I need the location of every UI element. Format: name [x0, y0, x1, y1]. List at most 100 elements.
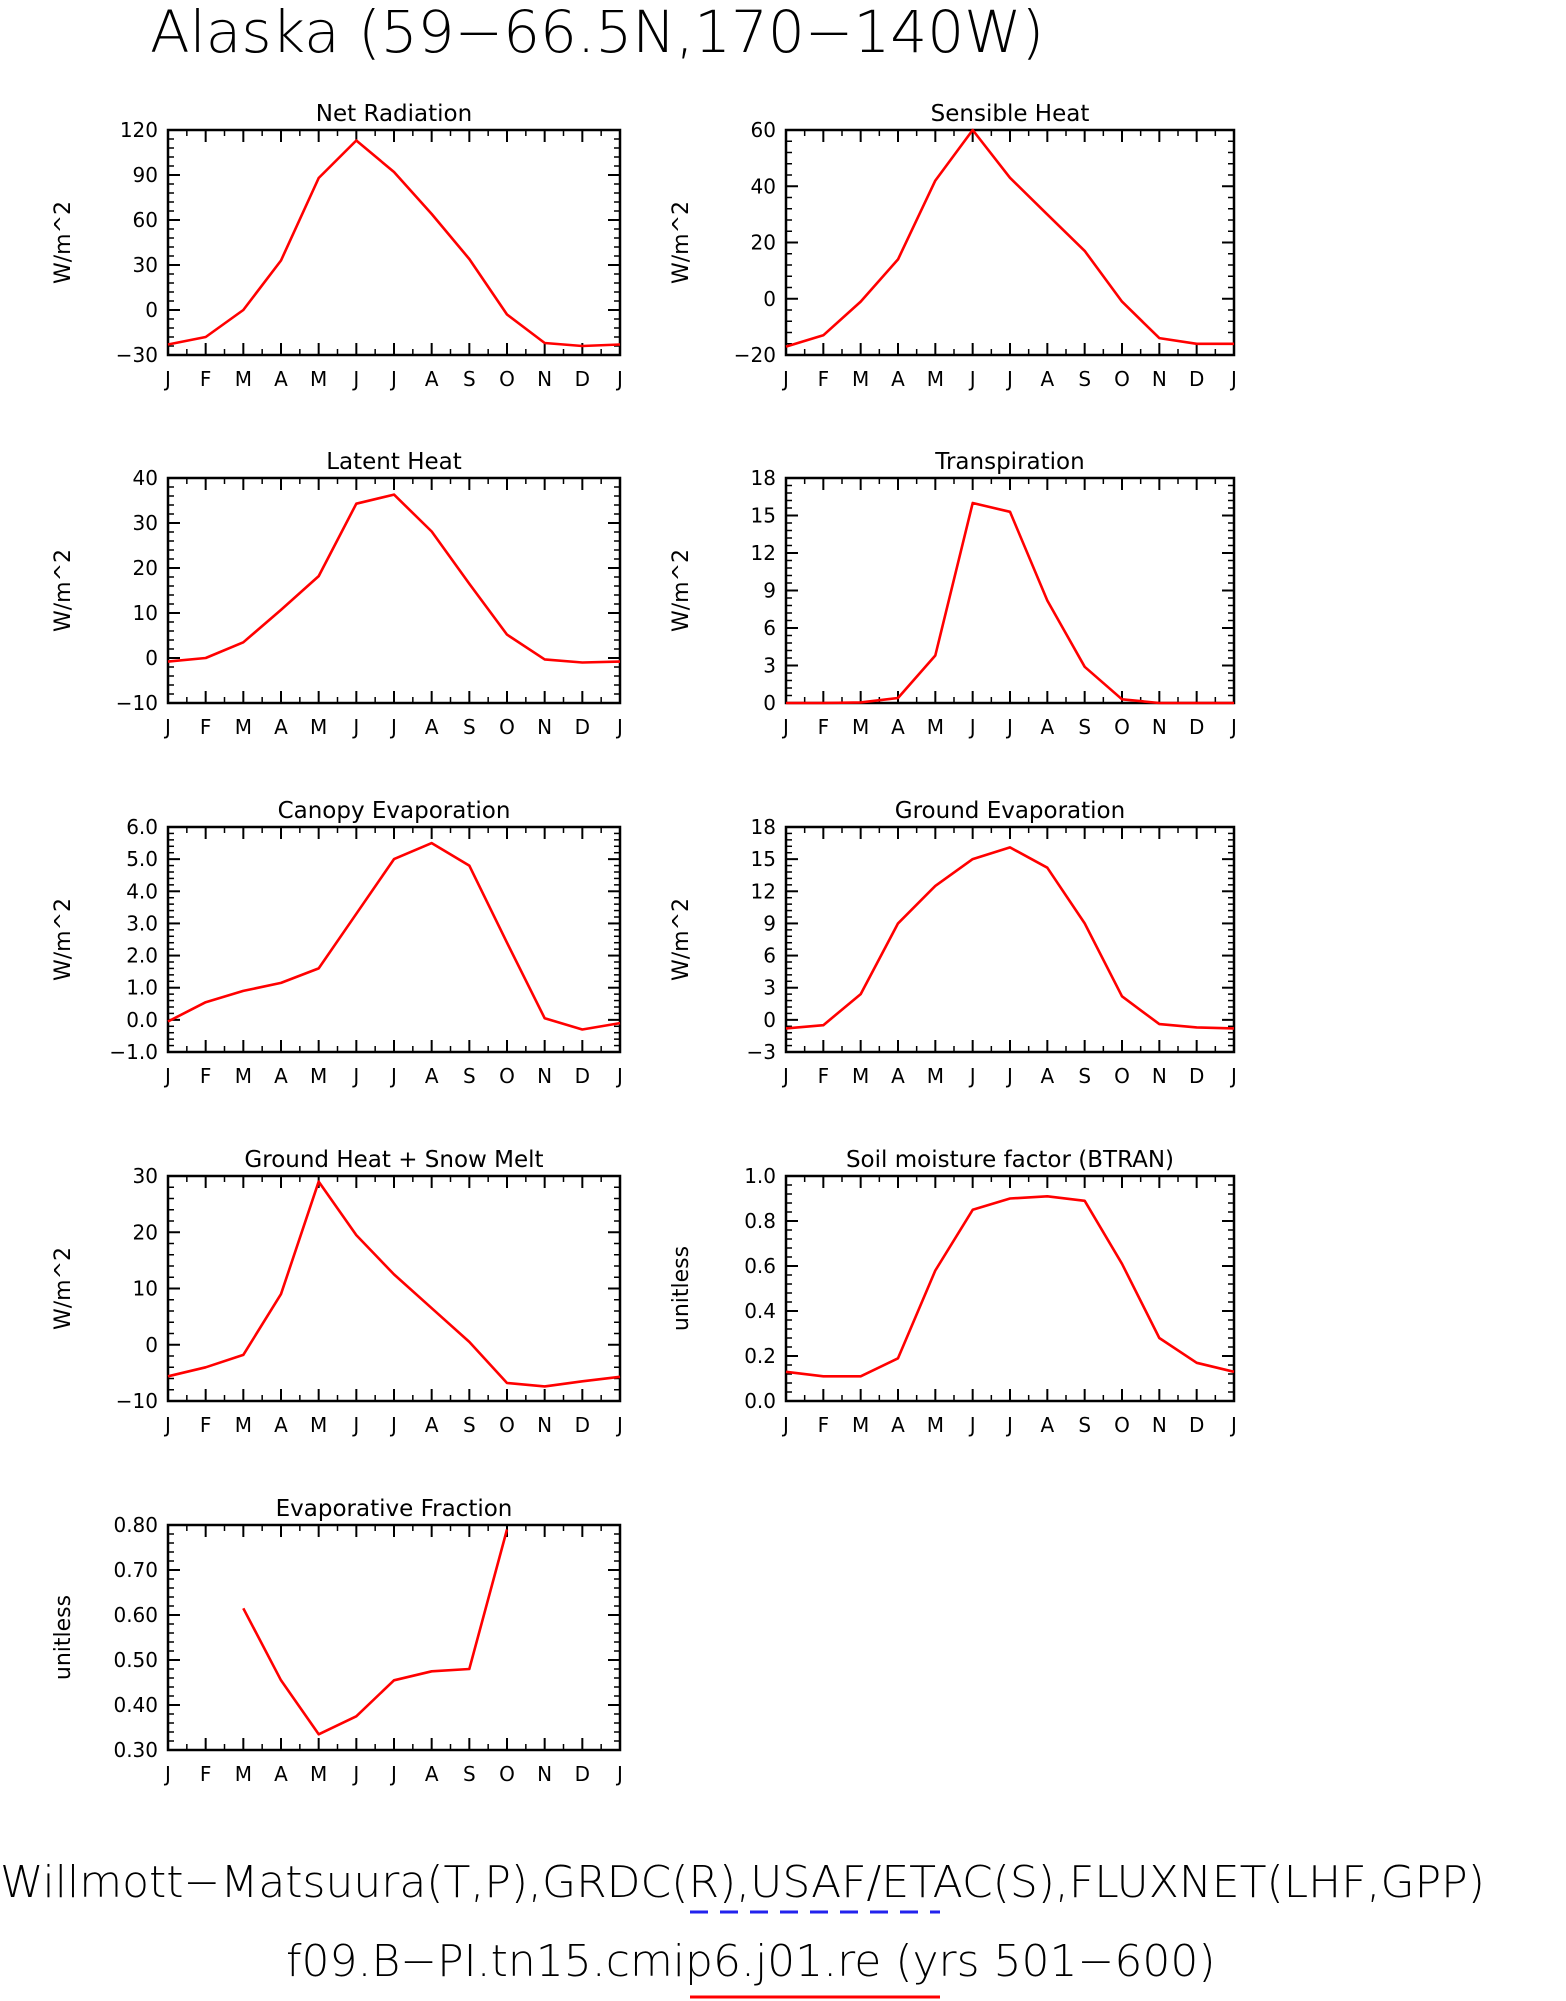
x-tick-label: J: [389, 367, 397, 391]
x-tick-label: A: [425, 715, 439, 739]
x-tick-label: A: [274, 1762, 288, 1786]
y-tick-label: 0: [145, 298, 158, 322]
x-tick-label: J: [1005, 1413, 1013, 1437]
x-tick-label: A: [1040, 715, 1054, 739]
x-tick-label: J: [389, 1762, 397, 1786]
x-tick-label: F: [200, 1064, 212, 1088]
footer-case: f09.B−PI.tn15.cmip6.j01.re (yrs 501−600): [286, 1936, 1216, 1987]
y-tick-label: 3: [763, 654, 776, 678]
y-tick-label: 9: [763, 911, 776, 935]
x-tick-label: O: [499, 715, 515, 739]
y-tick-label: 6: [763, 944, 776, 968]
x-tick-label: J: [351, 367, 359, 391]
model-series-line: [167, 139, 621, 348]
y-tick-label: 0.0: [744, 1389, 776, 1413]
x-tick-label: D: [575, 1413, 590, 1437]
y-tick-label: 10: [133, 601, 158, 625]
y-tick-label: 18: [751, 815, 776, 839]
x-tick-label: S: [463, 1413, 476, 1437]
y-tick-label: 12: [751, 879, 776, 903]
x-tick-label: N: [1152, 367, 1167, 391]
panel-title: Transpiration: [934, 449, 1084, 475]
x-tick-label: A: [425, 1762, 439, 1786]
x-tick-label: O: [1114, 367, 1130, 391]
y-tick-label: 0: [763, 691, 776, 715]
panel-title: Latent Heat: [326, 449, 462, 475]
x-tick-label: O: [499, 1064, 515, 1088]
x-tick-label: O: [1114, 715, 1130, 739]
x-tick-label: N: [537, 367, 552, 391]
x-tick-label: O: [499, 1762, 515, 1786]
model-series-line: [785, 846, 1235, 1030]
x-tick-label: N: [1152, 715, 1167, 739]
x-tick-label: O: [1114, 1413, 1130, 1437]
x-tick-label: A: [891, 367, 905, 391]
y-tick-label: 12: [751, 541, 776, 565]
y-tick-label: 6: [763, 616, 776, 640]
x-tick-label: J: [351, 1762, 359, 1786]
x-tick-label: J: [615, 715, 623, 739]
x-tick-label: J: [163, 715, 171, 739]
y-tick-label: 0: [763, 287, 776, 311]
y-tick-label: −1.0: [109, 1040, 158, 1064]
x-tick-label: J: [1005, 1064, 1013, 1088]
x-tick-label: J: [389, 1064, 397, 1088]
x-tick-label: M: [927, 1064, 944, 1088]
x-tick-label: M: [927, 367, 944, 391]
y-tick-label: 0.60: [113, 1603, 158, 1627]
y-tick-label: 90: [133, 163, 158, 187]
x-tick-label: J: [968, 715, 976, 739]
y-tick-label: 0: [145, 1333, 158, 1357]
x-tick-label: S: [1078, 367, 1091, 391]
plot-frame: [784, 1174, 1236, 1403]
x-tick-label: J: [781, 367, 789, 391]
y-tick-label: 2.0: [126, 944, 158, 968]
y-tick-label: 0.4: [744, 1299, 776, 1323]
y-axis-label: W/m^2: [51, 201, 76, 284]
x-tick-label: M: [235, 715, 252, 739]
y-tick-label: 0: [145, 646, 158, 670]
x-tick-label: F: [200, 367, 212, 391]
y-tick-label: 0.80: [113, 1513, 158, 1537]
plot-frame: [166, 1523, 622, 1752]
x-tick-label: F: [200, 1762, 212, 1786]
y-tick-label: 15: [751, 504, 776, 528]
x-tick-label: S: [1078, 1413, 1091, 1437]
panel-title: Evaporative Fraction: [276, 1496, 513, 1522]
y-tick-label: 40: [751, 174, 776, 198]
x-tick-label: D: [575, 1762, 590, 1786]
y-tick-label: 0.40: [113, 1693, 158, 1717]
y-axis-label: W/m^2: [51, 549, 76, 632]
x-tick-label: F: [818, 1413, 830, 1437]
x-tick-label: F: [818, 1064, 830, 1088]
x-tick-label: A: [1040, 1413, 1054, 1437]
y-tick-label: −3: [747, 1040, 776, 1064]
y-tick-label: 60: [133, 208, 158, 232]
x-tick-label: J: [615, 1413, 623, 1437]
x-tick-label: O: [1114, 1064, 1130, 1088]
x-tick-label: N: [1152, 1413, 1167, 1437]
y-tick-label: 1.0: [126, 976, 158, 1000]
y-tick-label: 5.0: [126, 847, 158, 871]
y-tick-label: −30: [116, 343, 158, 367]
x-tick-label: J: [781, 715, 789, 739]
x-tick-label: F: [200, 715, 212, 739]
y-tick-label: 30: [133, 253, 158, 277]
model-series-line: [167, 493, 621, 664]
y-tick-label: 0: [763, 1008, 776, 1032]
x-tick-label: M: [852, 1064, 869, 1088]
footer-sources: Willmott−Matsuura(T,P),GRDC(R),USAF/ETAC…: [0, 1857, 1485, 1908]
y-tick-label: 0.30: [113, 1738, 158, 1762]
y-tick-label: 1.0: [744, 1164, 776, 1188]
y-axis-label: unitless: [669, 1246, 694, 1331]
y-axis-label: W/m^2: [51, 898, 76, 981]
x-tick-label: J: [1229, 1413, 1237, 1437]
panel-title: Ground Heat + Snow Melt: [244, 1147, 543, 1173]
plot-frame: [166, 476, 622, 705]
x-tick-label: J: [615, 367, 623, 391]
